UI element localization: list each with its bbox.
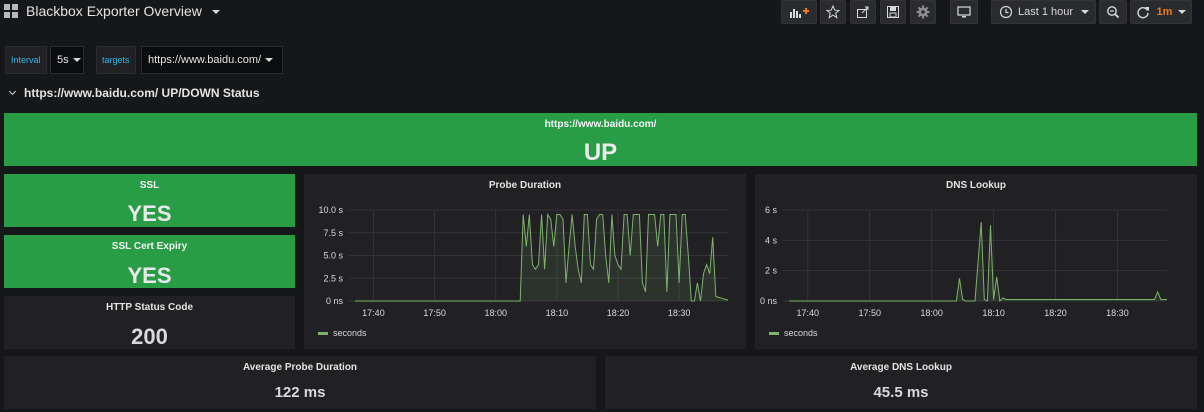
row-collapse-toggle[interactable]: https://www.baidu.com/ UP/DOWN Status [8, 86, 260, 100]
legend-label: seconds [784, 328, 818, 338]
ssl-panel: SSL YES [4, 174, 295, 227]
gear-icon [916, 5, 930, 19]
legend-label: seconds [333, 328, 367, 338]
dashboard-title: Blackbox Exporter Overview [26, 3, 202, 19]
series-line [789, 222, 1167, 303]
x-tick-label: 18:30 [1106, 308, 1129, 318]
legend-item[interactable]: seconds [769, 328, 818, 338]
targets-variable-select[interactable]: https://www.baidu.com/ [141, 46, 283, 74]
targets-variable-value: https://www.baidu.com/ [148, 54, 262, 66]
chevron-down-icon [72, 58, 81, 62]
panel-title[interactable]: Average DNS Lookup [850, 362, 952, 373]
panel-title[interactable]: https://www.baidu.com/ [544, 119, 657, 130]
series-color-swatch [769, 331, 779, 335]
y-tick-label: 2 s [765, 266, 778, 276]
average-probe-duration-value: 122 ms [274, 384, 326, 401]
ssl-cert-expiry-value: YES [127, 263, 172, 288]
x-tick-label: 18:30 [668, 308, 691, 318]
x-tick-label: 18:00 [920, 308, 943, 318]
y-tick-label: 4 s [765, 235, 778, 245]
dns-lookup-panel: DNS Lookup 0 ns 2 s 4 s 6 s 17:40 17:50 18:00 1… [755, 174, 1197, 349]
x-tick-label: 18:20 [1044, 308, 1067, 318]
panel-title[interactable]: Probe Duration [488, 180, 562, 191]
monitor-icon [957, 6, 971, 18]
series-line [355, 212, 729, 302]
ssl-cert-expiry-panel: SSL Cert Expiry YES [4, 235, 295, 288]
add-panel-icon [790, 8, 809, 18]
zoom-out-button[interactable] [1099, 0, 1127, 24]
average-dns-lookup-panel: Average DNS Lookup 45.5 ms [605, 356, 1197, 409]
add-panel-button[interactable] [781, 0, 817, 24]
tv-mode-button[interactable] [950, 0, 978, 24]
chevron-down-icon [1178, 10, 1187, 14]
panel-title[interactable]: SSL [139, 180, 160, 191]
targets-variable-label: targets [96, 46, 136, 74]
save-icon [887, 6, 899, 18]
star-icon [826, 5, 840, 19]
settings-button[interactable] [910, 0, 936, 24]
panel-title[interactable]: Average Probe Duration [242, 362, 358, 373]
interval-variable-label: Interval [5, 46, 47, 74]
panel-title[interactable]: DNS Lookup [946, 180, 1006, 191]
panel-title[interactable]: SSL Cert Expiry [111, 241, 188, 252]
panel-title[interactable]: HTTP Status Code [105, 302, 194, 313]
y-tick-label: 0 ns [760, 296, 778, 306]
share-button[interactable] [850, 0, 876, 24]
status-panel: https://www.baidu.com/ UP [4, 113, 1197, 166]
chevron-down-icon [8, 87, 17, 96]
average-probe-duration-panel: Average Probe Duration 122 ms [4, 356, 596, 409]
chevron-down-icon [265, 58, 274, 62]
share-icon [857, 6, 869, 18]
save-button[interactable] [880, 0, 906, 24]
probe-duration-chart: 0 ns 2.5 s 5.0 s 7.5 s 10.0 s 17:40 17:50 18:00… [318, 205, 729, 318]
series-area [355, 214, 728, 301]
y-tick-label: 2.5 s [323, 273, 343, 283]
y-tick-label: 10.0 s [318, 205, 343, 215]
refresh-icon [1136, 7, 1149, 19]
time-range-picker[interactable]: Last 1 hour [991, 0, 1096, 24]
legend-item[interactable]: seconds [318, 328, 367, 338]
dashboard-title-picker[interactable]: Blackbox Exporter Overview [26, 3, 220, 19]
interval-variable-value: 5s [57, 54, 69, 66]
star-button[interactable] [820, 0, 846, 24]
dashboards-grid-icon[interactable] [4, 4, 18, 18]
top-navbar: Blackbox Exporter Overview Last 1 hour 1… [0, 0, 1204, 24]
interval-variable-select[interactable]: 5s [50, 46, 84, 74]
x-tick-label: 18:20 [607, 308, 630, 318]
clock-icon [999, 5, 1013, 19]
chevron-down-icon [211, 10, 220, 15]
time-range-label: Last 1 hour [1018, 6, 1074, 18]
status-value: UP [583, 139, 618, 166]
y-tick-label: 5.0 s [323, 251, 343, 261]
x-tick-label: 17:50 [423, 308, 446, 318]
refresh-interval: 1m [1156, 6, 1173, 18]
x-tick-label: 18:10 [982, 308, 1005, 318]
x-tick-label: 17:50 [858, 308, 881, 318]
row-title: https://www.baidu.com/ UP/DOWN Status [24, 86, 260, 100]
chevron-down-icon [1081, 10, 1090, 14]
http-status-code-value: 200 [131, 324, 168, 349]
y-tick-label: 6 s [765, 205, 778, 215]
http-status-code-panel: HTTP Status Code 200 [4, 296, 295, 349]
x-tick-label: 18:10 [546, 308, 569, 318]
refresh-picker[interactable]: 1m [1130, 0, 1192, 24]
series-color-swatch [318, 331, 328, 335]
x-tick-label: 18:00 [484, 308, 507, 318]
y-tick-label: 7.5 s [323, 228, 343, 238]
dns-lookup-chart: 0 ns 2 s 4 s 6 s 17:40 17:50 18:00 18:10 18:20 18… [760, 205, 1167, 318]
probe-duration-panel: Probe Duration 0 ns 2.5 s 5.0 s 7.5 s 10.0 s… [304, 174, 746, 349]
x-tick-label: 17:40 [362, 308, 385, 318]
x-tick-label: 17:40 [797, 308, 820, 318]
ssl-value: YES [127, 201, 172, 226]
average-dns-lookup-value: 45.5 ms [873, 384, 929, 401]
zoom-out-icon [1107, 6, 1120, 19]
y-tick-label: 0 ns [326, 296, 344, 306]
